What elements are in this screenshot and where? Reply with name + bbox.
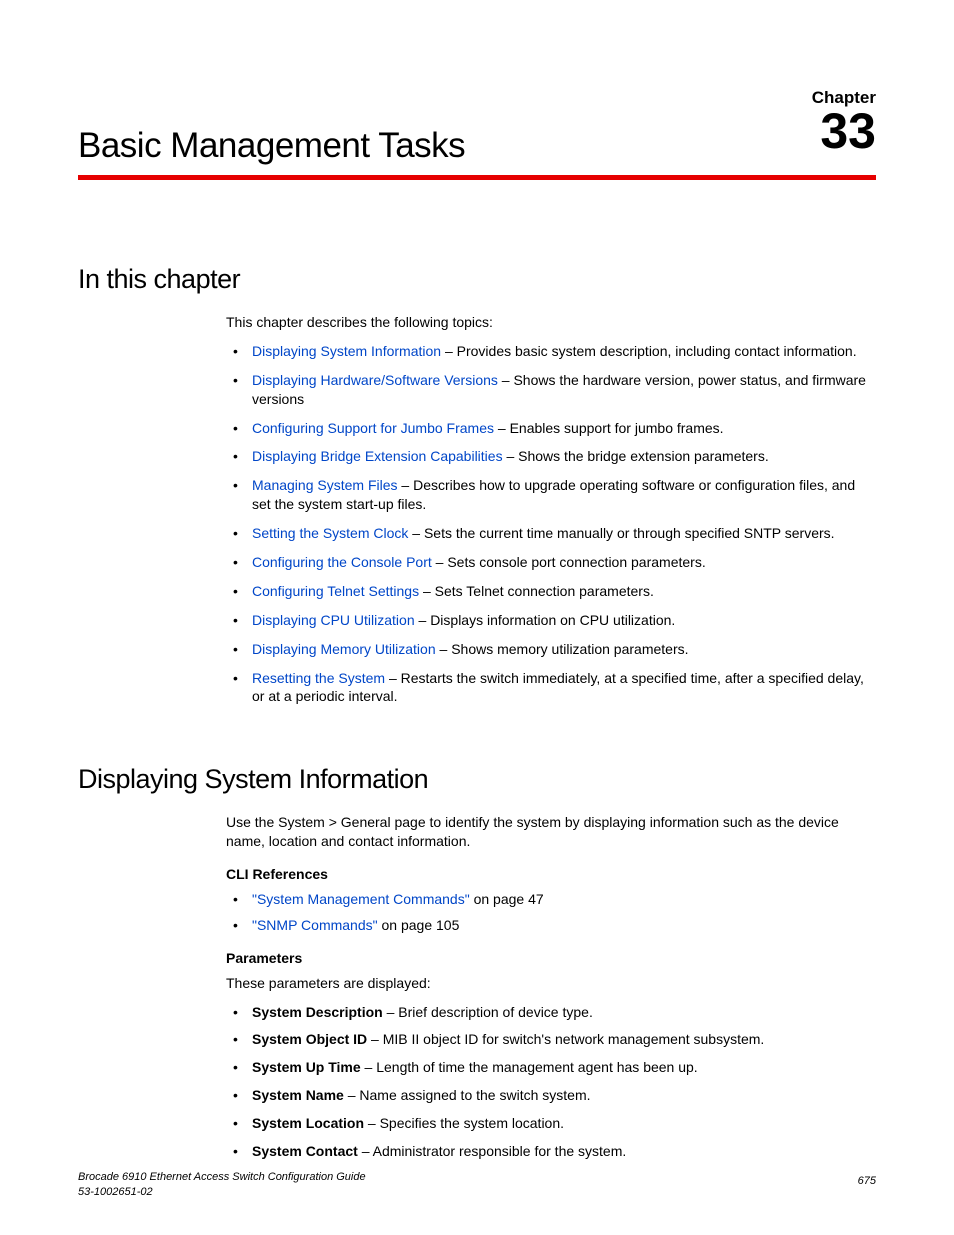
cli-ref-item: "System Management Commands" on page 47 [226, 890, 876, 909]
param-desc: – MIB II object ID for switch's network … [367, 1031, 764, 1047]
footer-doc-number: 53-1002651-02 [78, 1186, 153, 1198]
cli-ref-link[interactable]: "SNMP Commands" [252, 917, 378, 933]
param-item: System Description – Brief description o… [226, 1003, 876, 1022]
topic-link[interactable]: Resetting the System [252, 670, 385, 686]
param-name: System Contact [252, 1143, 358, 1159]
topic-link[interactable]: Displaying Bridge Extension Capabilities [252, 448, 503, 464]
topic-desc: – Shows the bridge extension parameters. [503, 448, 769, 464]
chapter-number: 33 [820, 106, 876, 156]
page-footer: Brocade 6910 Ethernet Access Switch Conf… [78, 1170, 876, 1199]
cli-ref-item: "SNMP Commands" on page 105 [226, 916, 876, 935]
section2-intro: Use the System > General page to identif… [226, 813, 876, 851]
param-item: System Up Time – Length of time the mana… [226, 1058, 876, 1077]
param-desc: – Name assigned to the switch system. [344, 1087, 591, 1103]
footer-guide-title: Brocade 6910 Ethernet Access Switch Conf… [78, 1171, 366, 1183]
param-item: System Name – Name assigned to the switc… [226, 1086, 876, 1105]
param-item: System Object ID – MIB II object ID for … [226, 1030, 876, 1049]
topic-desc: – Sets console port connection parameter… [432, 554, 706, 570]
param-item: System Contact – Administrator responsib… [226, 1142, 876, 1161]
topic-link[interactable]: Displaying Memory Utilization [252, 641, 436, 657]
topic-desc: – Shows memory utilization parameters. [436, 641, 689, 657]
footer-left: Brocade 6910 Ethernet Access Switch Conf… [78, 1170, 366, 1199]
param-desc: – Length of time the management agent ha… [361, 1059, 698, 1075]
parameters-intro: These parameters are displayed: [226, 974, 876, 993]
topic-item: Resetting the System – Restarts the swit… [226, 669, 876, 707]
content: In this chapter This chapter describes t… [78, 264, 876, 1170]
topics-list: Displaying System Information – Provides… [226, 342, 876, 706]
section1-body: This chapter describes the following top… [226, 313, 876, 706]
param-name: System Location [252, 1115, 364, 1131]
page-title: Basic Management Tasks [78, 126, 465, 166]
parameters-heading: Parameters [226, 949, 876, 968]
section-heading-in-this-chapter: In this chapter [78, 264, 876, 295]
topic-link[interactable]: Managing System Files [252, 477, 398, 493]
topic-link[interactable]: Configuring Telnet Settings [252, 583, 419, 599]
page: Chapter 33 Basic Management Tasks In thi… [0, 0, 954, 1235]
param-desc: – Specifies the system location. [364, 1115, 564, 1131]
topic-link[interactable]: Displaying CPU Utilization [252, 612, 415, 628]
topic-link[interactable]: Configuring Support for Jumbo Frames [252, 420, 494, 436]
topic-item: Displaying Memory Utilization – Shows me… [226, 640, 876, 659]
param-name: System Description [252, 1004, 383, 1020]
topic-item: Displaying Bridge Extension Capabilities… [226, 447, 876, 466]
topic-desc: – Provides basic system description, inc… [441, 343, 857, 359]
title-rule [78, 175, 876, 180]
param-item: System Location – Specifies the system l… [226, 1114, 876, 1133]
topic-item: Configuring the Console Port – Sets cons… [226, 553, 876, 572]
param-desc: – Brief description of device type. [383, 1004, 593, 1020]
param-desc: – Administrator responsible for the syst… [358, 1143, 626, 1159]
cli-ref-desc: on page 47 [470, 891, 544, 907]
topic-link[interactable]: Configuring the Console Port [252, 554, 432, 570]
topic-item: Displaying Hardware/Software Versions – … [226, 371, 876, 409]
section1-intro: This chapter describes the following top… [226, 313, 876, 332]
cli-references-heading: CLI References [226, 865, 876, 884]
topic-item: Configuring Telnet Settings – Sets Telne… [226, 582, 876, 601]
topic-link[interactable]: Setting the System Clock [252, 525, 408, 541]
topic-link[interactable]: Displaying System Information [252, 343, 441, 359]
topic-desc: – Sets the current time manually or thro… [408, 525, 834, 541]
cli-ref-desc: on page 105 [378, 917, 460, 933]
topic-link[interactable]: Displaying Hardware/Software Versions [252, 372, 498, 388]
footer-page-number: 675 [858, 1175, 876, 1187]
topic-item: Displaying System Information – Provides… [226, 342, 876, 361]
param-name: System Up Time [252, 1059, 361, 1075]
topic-item: Managing System Files – Describes how to… [226, 476, 876, 514]
topic-item: Displaying CPU Utilization – Displays in… [226, 611, 876, 630]
topic-item: Setting the System Clock – Sets the curr… [226, 524, 876, 543]
topic-desc: – Enables support for jumbo frames. [494, 420, 724, 436]
section-heading-displaying-system-information: Displaying System Information [78, 764, 876, 795]
cli-ref-link[interactable]: "System Management Commands" [252, 891, 470, 907]
param-name: System Name [252, 1087, 344, 1103]
cli-references-list: "System Management Commands" on page 47 … [226, 890, 876, 935]
topic-desc: – Sets Telnet connection parameters. [419, 583, 654, 599]
parameters-list: System Description – Brief description o… [226, 1003, 876, 1161]
param-name: System Object ID [252, 1031, 367, 1047]
section2-body: Use the System > General page to identif… [226, 813, 876, 1161]
topic-desc: – Displays information on CPU utilizatio… [415, 612, 676, 628]
topic-item: Configuring Support for Jumbo Frames – E… [226, 419, 876, 438]
